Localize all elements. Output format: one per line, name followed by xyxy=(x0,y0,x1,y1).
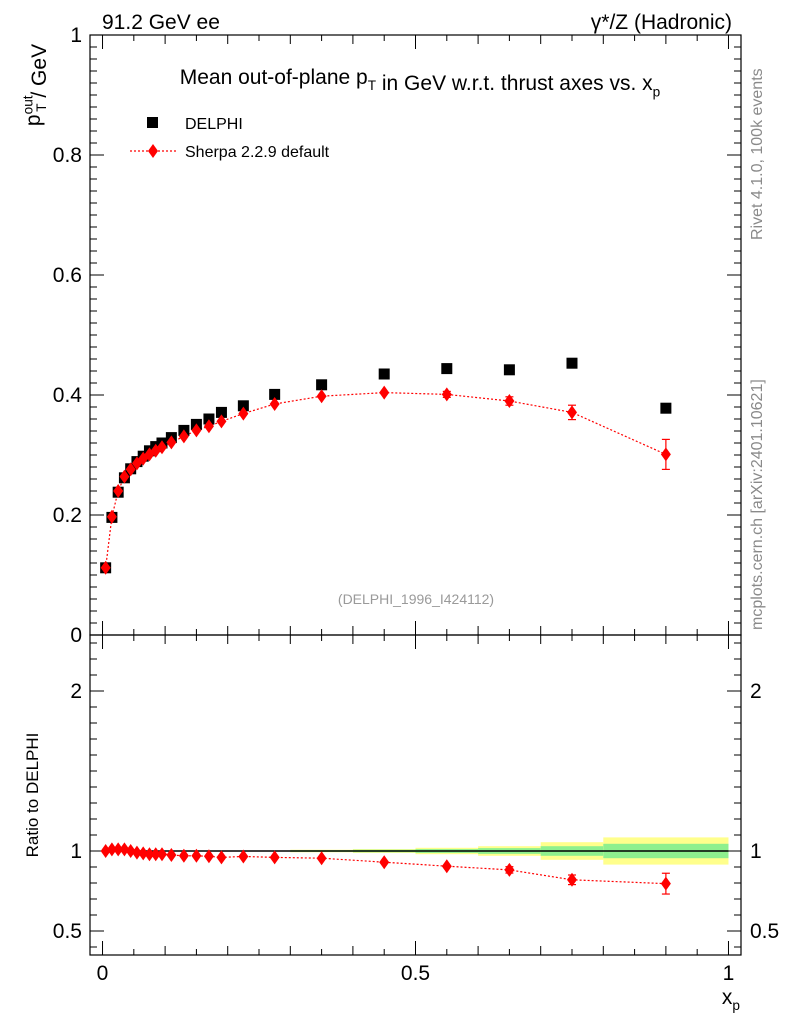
sherpa-curve xyxy=(105,391,667,568)
sherpa-ratio-point xyxy=(504,862,515,877)
rivet-version-label: Rivet 4.1.0, 100k events xyxy=(749,68,766,240)
sherpa-point xyxy=(156,440,167,455)
sherpa-point xyxy=(316,389,327,404)
sherpa-point xyxy=(203,419,214,434)
sherpa-ratio-point xyxy=(238,849,249,864)
legend: DELPHI Sherpa 2.2.9 default xyxy=(130,116,330,161)
main-y-tick-label: 0 xyxy=(70,624,82,647)
delphi-point xyxy=(237,400,249,412)
energy-label: 91.2 GeV ee xyxy=(102,11,220,34)
sherpa-ratio-point xyxy=(660,876,671,891)
sherpa-point xyxy=(178,429,189,444)
delphi-point xyxy=(503,364,515,376)
legend-sherpa-label: Sherpa 2.2.9 default xyxy=(185,144,330,161)
legend-delphi-marker xyxy=(147,117,158,128)
main-y-tick-label: 0.8 xyxy=(53,144,82,167)
sherpa-ratio-point xyxy=(316,851,327,866)
sherpa-ratio-point xyxy=(178,848,189,863)
sherpa-ratio-point xyxy=(150,847,161,862)
sherpa-ratio-point xyxy=(441,859,452,874)
sherpa-point xyxy=(119,469,130,484)
sherpa-point xyxy=(379,385,390,400)
ratio-y-tick-label: 0.5 xyxy=(53,920,82,943)
main-y-tick-label: 1 xyxy=(70,24,82,47)
sherpa-point xyxy=(100,560,111,575)
sherpa-ratio-point xyxy=(106,842,117,857)
sherpa-ratio-point xyxy=(144,847,155,862)
sherpa-point xyxy=(238,406,249,421)
sherpa-ratio-point xyxy=(125,844,136,858)
main-y-axis-label: poutT / GeV xyxy=(20,44,51,126)
sherpa-ratio-point xyxy=(166,848,177,862)
sherpa-point xyxy=(106,509,117,524)
main-y-tick-label: 0.2 xyxy=(53,504,82,527)
main-title: Mean out-of-plane pT in GeV w.r.t. thrus… xyxy=(180,66,661,99)
ratio-y-tick-label-right: 1 xyxy=(750,840,762,863)
sherpa-point xyxy=(191,423,202,438)
x-tick-label: 0 xyxy=(97,962,109,985)
x-tick-label: 0.5 xyxy=(401,962,430,985)
sherpa-point xyxy=(216,414,227,429)
sherpa-point xyxy=(125,462,136,477)
sherpa-ratio-point xyxy=(269,850,280,865)
sherpa-ratio-point xyxy=(566,872,577,887)
delphi-point xyxy=(441,363,453,375)
delphi-point xyxy=(316,379,328,391)
legend-delphi-label: DELPHI xyxy=(185,116,243,133)
sherpa-ratio-point xyxy=(131,845,142,860)
sherpa-point xyxy=(566,405,577,420)
process-label: γ*/Z (Hadronic) xyxy=(591,11,732,34)
sherpa-point xyxy=(269,397,280,411)
sherpa-ratio-point xyxy=(138,846,149,861)
delphi-point xyxy=(566,357,578,369)
delphi-point xyxy=(203,413,215,425)
ratio-y-tick-label-right: 0.5 xyxy=(750,920,779,943)
delphi-point xyxy=(269,388,281,400)
ratio-y-tick-label: 2 xyxy=(70,680,82,703)
main-y-tick-label: 0.6 xyxy=(53,264,82,287)
main-y-tick-label: 0.4 xyxy=(53,384,83,407)
analysis-watermark: (DELPHI_1996_I424112) xyxy=(338,591,494,607)
source-label: mcplots.cern.ch [arXiv:2401.10621] xyxy=(749,379,766,630)
delphi-point xyxy=(660,402,672,414)
sherpa-ratio-point xyxy=(119,842,130,857)
sherpa-ratio-point xyxy=(203,849,214,864)
sherpa-point xyxy=(441,387,452,402)
sherpa-ratio-point xyxy=(156,847,167,862)
delphi-point xyxy=(378,368,390,380)
sherpa-point xyxy=(504,394,515,408)
ratio-y-tick-label-right: 2 xyxy=(750,680,762,703)
x-axis-label: xp xyxy=(722,986,741,1013)
legend-sherpa-marker xyxy=(148,144,158,158)
sherpa-ratio-point xyxy=(216,850,227,865)
sherpa-point xyxy=(660,447,671,462)
x-tick-label: 1 xyxy=(723,962,735,985)
delphi-point xyxy=(215,406,227,418)
ratio-y-axis-label: Ratio to DELPHI xyxy=(23,733,42,858)
sherpa-ratio-point xyxy=(379,855,390,870)
sherpa-ratio-point xyxy=(191,848,202,863)
sherpa-ratio-point xyxy=(100,844,111,858)
sherpa-point xyxy=(113,484,124,498)
sherpa-ratio-curve xyxy=(105,848,666,885)
sherpa-ratio-point xyxy=(113,842,124,857)
sherpa-point xyxy=(166,435,177,450)
ratio-y-tick-label: 1 xyxy=(70,840,82,863)
ratio-frame xyxy=(89,634,742,956)
